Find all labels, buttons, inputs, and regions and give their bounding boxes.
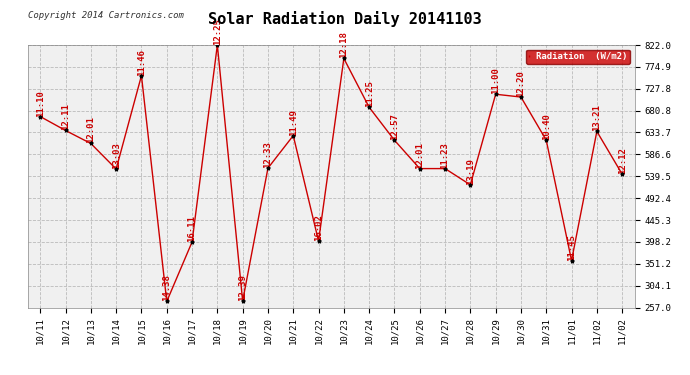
Point [313, 238, 324, 244]
Point [338, 56, 349, 62]
Point [490, 91, 501, 97]
Text: 11:49: 11:49 [288, 109, 298, 136]
Point [161, 298, 172, 304]
Text: 12:25: 12:25 [213, 18, 222, 45]
Point [414, 166, 425, 172]
Text: 13:03: 13:03 [112, 142, 121, 169]
Point [34, 114, 46, 120]
Point [86, 141, 97, 147]
Point [110, 166, 121, 172]
Text: 12:01: 12:01 [86, 117, 95, 144]
Text: 12:01: 12:01 [415, 142, 424, 169]
Point [566, 258, 577, 264]
Point [288, 133, 299, 139]
Text: 16:11: 16:11 [188, 215, 197, 242]
Text: 12:20: 12:20 [516, 70, 526, 97]
Point [541, 137, 552, 143]
Point [136, 73, 147, 79]
Text: 11:25: 11:25 [364, 80, 374, 107]
Text: 12:39: 12:39 [238, 274, 247, 301]
Text: 11:10: 11:10 [36, 90, 45, 117]
Legend: Radiation  (W/m2): Radiation (W/m2) [526, 50, 630, 64]
Text: 16:02: 16:02 [314, 214, 323, 241]
Text: 14:38: 14:38 [162, 274, 171, 302]
Text: 11:46: 11:46 [137, 49, 146, 76]
Text: 13:19: 13:19 [466, 158, 475, 185]
Text: Copyright 2014 Cartronics.com: Copyright 2014 Cartronics.com [28, 11, 184, 20]
Point [237, 298, 248, 304]
Point [212, 42, 223, 48]
Point [186, 239, 197, 245]
Text: 12:18: 12:18 [339, 32, 348, 58]
Text: 13:21: 13:21 [592, 105, 602, 131]
Text: 11:23: 11:23 [440, 142, 450, 169]
Text: 12:12: 12:12 [618, 147, 627, 174]
Text: 12:11: 12:11 [61, 104, 70, 130]
Point [262, 165, 273, 171]
Point [617, 171, 628, 177]
Text: Solar Radiation Daily 20141103: Solar Radiation Daily 20141103 [208, 11, 482, 27]
Point [591, 128, 602, 134]
Text: 12:33: 12:33 [264, 141, 273, 168]
Text: 10:40: 10:40 [542, 113, 551, 140]
Point [389, 137, 400, 143]
Point [515, 94, 526, 100]
Point [60, 128, 71, 134]
Point [440, 166, 451, 172]
Point [465, 182, 476, 188]
Text: 11:45: 11:45 [567, 234, 576, 261]
Text: 11:00: 11:00 [491, 68, 500, 94]
Text: 12:57: 12:57 [390, 113, 399, 140]
Point [364, 104, 375, 110]
